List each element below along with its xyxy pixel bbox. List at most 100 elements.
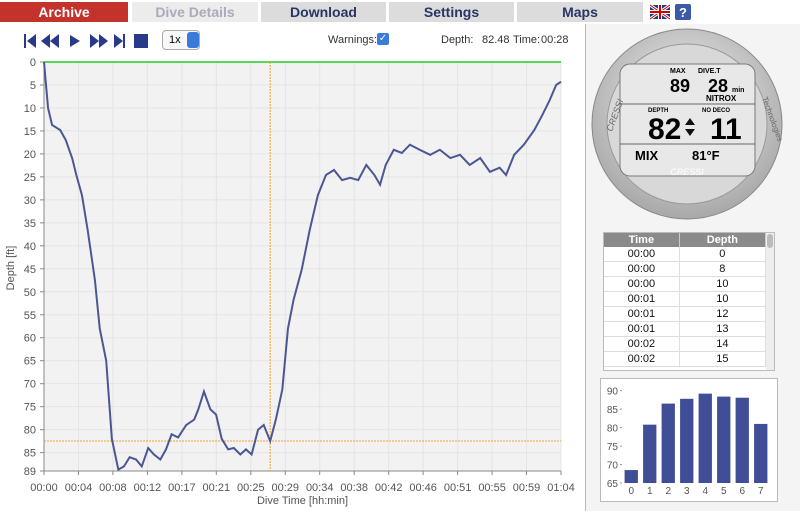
x-axis-label: Dive Time [hh:min]	[257, 495, 348, 507]
x-tick-label: 00:34	[306, 482, 334, 494]
table-header: Time Depth	[604, 233, 767, 247]
x-tick-label: 3	[684, 486, 690, 497]
y-tick-label: 70	[24, 379, 36, 391]
x-tick-label: 00:21	[203, 482, 231, 494]
table-cell: 00:01	[604, 321, 680, 337]
y-tick-label: 20	[24, 149, 36, 161]
x-tick-label: 00:55	[478, 482, 506, 494]
x-tick-label: 00:42	[375, 482, 403, 494]
y-axis-label: Depth [ft]	[5, 246, 17, 291]
forward-button[interactable]	[90, 34, 108, 48]
x-tick-label: 00:25	[237, 482, 265, 494]
lcd-label: NO DECO	[702, 108, 730, 114]
lcd-label: DIVE.T	[698, 68, 721, 75]
device-screen	[619, 63, 756, 177]
table-cell: 10	[679, 291, 767, 307]
stop-button[interactable]	[134, 34, 148, 48]
bar	[698, 393, 712, 483]
table-cell: 00:00	[604, 247, 680, 262]
x-tick-label: 00:08	[99, 482, 127, 494]
bar	[661, 403, 675, 483]
tab[interactable]: Dive Details	[132, 2, 258, 22]
bar	[754, 423, 768, 483]
lcd-label: min	[732, 87, 744, 94]
warnings-checkbox[interactable]: ✓	[377, 33, 389, 45]
scroll-thumb[interactable]	[767, 234, 773, 248]
column-header: Depth	[679, 233, 767, 247]
speed-value: 1x	[169, 34, 181, 46]
table-row: 00:00 8	[604, 261, 767, 277]
table-row: 00:02 15	[604, 351, 767, 367]
lcd-label: DEPTH	[648, 108, 668, 114]
table-cell: 13	[679, 321, 767, 337]
table-cell: 00:00	[604, 276, 680, 292]
lcd-digits: 11	[710, 113, 742, 146]
lcd-label: MAX	[670, 68, 686, 75]
y-tick-label: 75	[607, 442, 619, 453]
time-label: Time:	[513, 34, 541, 46]
first-button[interactable]	[24, 34, 36, 48]
lcd-label: MIX	[635, 148, 658, 163]
x-tick-label: 01:04	[547, 482, 575, 494]
table-body: 00:00 0 00:00 8 00:00 10 00:01 10 00:01 12 00:01 13…	[604, 247, 767, 367]
table-cell: 00:00	[604, 261, 680, 277]
play-button[interactable]	[70, 35, 80, 47]
depth-value: 82.48	[482, 34, 510, 46]
x-tick-label: 00:17	[168, 482, 196, 494]
x-tick-label: 2	[665, 486, 671, 497]
y-tick-label: 85	[607, 405, 619, 416]
speed-select[interactable]: 1x	[162, 30, 200, 50]
help-button[interactable]	[675, 4, 691, 20]
y-tick-label: 30	[24, 195, 36, 207]
rewind-button[interactable]	[41, 34, 59, 48]
table-cell: 0	[679, 247, 767, 262]
x-tick-label: 00:46	[409, 482, 437, 494]
table-row: 00:02 14	[604, 336, 767, 352]
x-tick-label: 00:59	[513, 482, 541, 494]
tab[interactable]: Maps	[517, 2, 643, 22]
y-tick-label: 45	[24, 264, 36, 276]
depth-line	[43, 61, 562, 472]
last-button[interactable]	[114, 34, 125, 48]
table-row: 00:01 12	[604, 306, 767, 322]
table-row: 00:01 13	[604, 321, 767, 337]
bar	[643, 424, 657, 483]
bar	[680, 398, 694, 483]
y-tick-label: 25	[24, 172, 36, 184]
y-tick-label: 35	[24, 218, 36, 230]
scrollbar[interactable]	[766, 233, 774, 370]
table-row: 00:00 10	[604, 276, 767, 292]
help-icon: ?	[679, 5, 687, 20]
bar	[717, 396, 731, 483]
tab[interactable]: Download	[261, 2, 386, 22]
device-image: MAX DIVE.T 89 28 min NITROX DEPTH NO DEC…	[591, 28, 785, 220]
y-tick-label: 10	[24, 103, 36, 115]
y-tick-label: 75	[24, 402, 36, 414]
table-cell: 15	[679, 351, 767, 367]
y-tick-label: 65	[607, 479, 619, 490]
x-tick-label: 00:29	[272, 482, 300, 494]
x-tick-label: 00:00	[30, 482, 58, 494]
tab-icons: ?	[650, 3, 691, 21]
table-cell: 00:02	[604, 351, 680, 367]
x-tick-label: 7	[758, 486, 764, 497]
tab[interactable]: Archive	[0, 2, 128, 22]
y-tick-label: 90	[607, 387, 619, 398]
y-tick-label: 80	[24, 425, 36, 437]
warnings-label: Warnings:	[328, 34, 378, 46]
lcd-digits: 89	[670, 76, 690, 96]
flag-cross	[650, 5, 670, 19]
y-tick-label: 50	[24, 287, 36, 299]
tab[interactable]: Settings	[389, 2, 514, 22]
x-tick-label: 6	[739, 486, 745, 497]
table-cell: 14	[679, 336, 767, 352]
lcd-digits: 28	[708, 76, 728, 96]
device-brand: CRESSI	[670, 167, 704, 177]
table: Time Depth 00:00 0 00:00 8 00:00 10 00:01 10 00:01…	[604, 233, 767, 367]
x-tick-label: 00:12	[134, 482, 162, 494]
y-tick-label: 40	[24, 241, 36, 253]
table-row: 00:00 0	[604, 247, 767, 262]
lcd-digits: 82	[648, 113, 681, 146]
lcd-label: NITROX	[706, 94, 737, 103]
